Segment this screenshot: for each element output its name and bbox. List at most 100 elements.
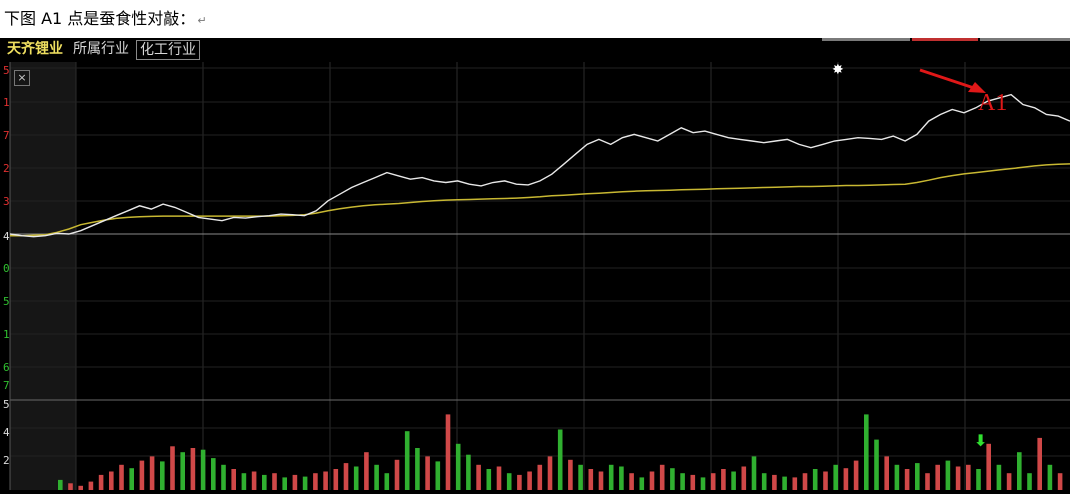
volume-bar (313, 473, 318, 490)
tab-industry[interactable]: 所属行业 (73, 41, 129, 57)
volume-bar (537, 464, 543, 490)
volume-bar (231, 469, 236, 490)
volume-bar (772, 474, 777, 490)
volume-bar (476, 464, 481, 490)
volume-bar (1027, 473, 1032, 490)
chart-panel (0, 38, 1070, 494)
volume-bar (578, 464, 583, 490)
volume-bar (466, 454, 471, 490)
volume-bar (966, 464, 971, 490)
volume-bar (557, 429, 563, 490)
volume-bar (598, 471, 604, 490)
volume-bar (782, 476, 787, 490)
caption-text: 下图 A1 点是蚕食性对敲： (4, 9, 196, 28)
volume-bar (68, 483, 73, 490)
volume-bar (1057, 473, 1063, 490)
volume-bar (211, 458, 216, 490)
volume-bar (445, 414, 451, 490)
volume-bar (894, 464, 900, 490)
volume-bar (415, 448, 420, 490)
close-icon[interactable]: × (14, 70, 30, 86)
avg-price-line (10, 163, 1070, 237)
tab-stock[interactable]: 天齐锂业 (7, 41, 63, 57)
volume-bar (527, 471, 532, 490)
annotation-arrowhead-icon (968, 82, 986, 93)
annotation-arrow-icon (919, 68, 981, 92)
volume-tick-label: 5 (3, 398, 10, 411)
volume-bar (700, 477, 706, 490)
volume-bar (506, 473, 512, 490)
volume-bar (323, 471, 328, 490)
volume-bar (302, 476, 308, 490)
annotation-a1: A1 (919, 68, 1007, 116)
volume-bar (608, 464, 614, 490)
volume-bar (384, 473, 390, 490)
volume-bar (823, 471, 828, 490)
volume-bar (710, 473, 716, 490)
volume-bar (180, 452, 185, 490)
volume-bar (945, 460, 951, 490)
volume-bar (751, 456, 757, 490)
tab-chemical[interactable]: 化工行业 (136, 40, 200, 60)
volume-bar (343, 463, 349, 490)
volume-bar (986, 443, 991, 490)
left-gutter (10, 62, 76, 490)
price-tick-label: 5 (3, 295, 10, 308)
volume-bar (629, 473, 634, 490)
volume-bar (139, 460, 145, 490)
volume-bar (802, 473, 808, 490)
volume-bar (568, 459, 573, 490)
volume-bar (251, 471, 257, 490)
price-tick-label: 7 (3, 379, 10, 392)
volume-bar (98, 474, 104, 490)
volume-bar (241, 473, 247, 490)
volume-bar (517, 474, 522, 490)
volume-bar (935, 464, 940, 490)
volume-bar (353, 466, 359, 490)
volume-bar (690, 474, 696, 490)
volume-bar (833, 464, 838, 490)
volume-bar (925, 473, 930, 490)
volume-bar (843, 468, 849, 490)
price-tick-label: 3 (3, 195, 10, 208)
volume-bar (364, 452, 369, 490)
top-tab-strip (822, 38, 910, 41)
volume-bar (109, 471, 114, 490)
volume-bar (649, 471, 655, 490)
volume-bar (731, 471, 736, 490)
volume-tick-label: 4 (3, 426, 10, 439)
volume-bar (670, 468, 675, 490)
price-tick-label: 0 (3, 262, 10, 275)
volume-bar (425, 456, 430, 490)
volume-bar (955, 466, 961, 490)
volume-bar (200, 449, 206, 490)
volume-bar (455, 443, 461, 490)
price-tick-label: 4 (3, 230, 10, 243)
volume-bar (1006, 473, 1012, 490)
volume-tick-label: 2 (3, 454, 10, 467)
volume-bar (129, 468, 134, 490)
volume-bar (262, 474, 267, 490)
volume-bar (221, 464, 226, 490)
caption: 下图 A1 点是蚕食性对敲： ↵ (4, 6, 207, 32)
return-mark: ↵ (197, 14, 207, 27)
volume-bar (190, 448, 196, 490)
price-tick-label: 1 (3, 328, 10, 341)
volume-bar (792, 477, 798, 490)
price-tick-label: 7 (3, 129, 10, 142)
down-arrow-icon: ⬇ (974, 431, 987, 450)
star-icon: ✸ (832, 62, 844, 78)
volume-bar (976, 469, 981, 490)
volume-bar (160, 461, 165, 490)
price-tick-label: 6 (3, 361, 10, 374)
volume-bar (88, 481, 94, 490)
volume-bar (496, 466, 502, 490)
volume-bar (741, 466, 747, 490)
volume-bar (588, 469, 594, 490)
volume-bar (374, 464, 379, 490)
volume-bar (119, 464, 124, 490)
volume-bar (58, 479, 63, 490)
volume-bar (904, 469, 910, 490)
volume-bar (721, 469, 726, 490)
